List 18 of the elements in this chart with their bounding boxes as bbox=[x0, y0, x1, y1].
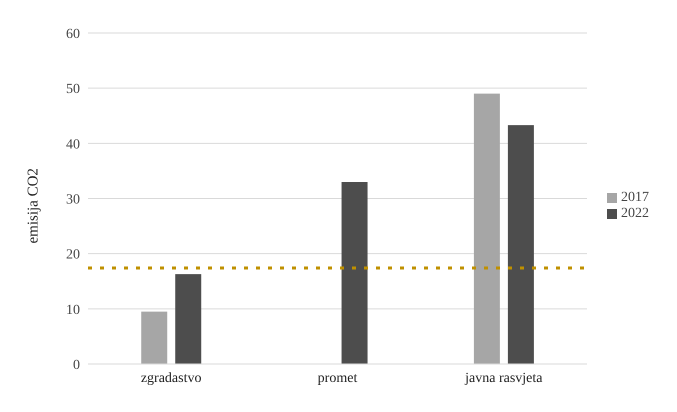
x-tick-label: javna rasvjeta bbox=[464, 370, 544, 386]
bar bbox=[508, 125, 534, 364]
bar bbox=[141, 312, 168, 364]
legend-label: 2017 bbox=[621, 190, 649, 205]
y-tick-label: 40 bbox=[66, 137, 80, 152]
y-tick-label: 60 bbox=[66, 26, 80, 42]
bar bbox=[474, 94, 500, 364]
x-tick-label: promet bbox=[318, 370, 358, 386]
y-axis-title: emisija CO2 bbox=[25, 168, 42, 244]
bar bbox=[342, 182, 368, 364]
y-tick-label: 20 bbox=[66, 248, 80, 263]
legend-label: 2022 bbox=[621, 206, 649, 221]
y-tick-label: 0 bbox=[73, 358, 80, 373]
x-tick-label: zgradastvo bbox=[140, 370, 202, 386]
y-tick-label: 50 bbox=[66, 82, 80, 98]
y-tick-label: 30 bbox=[66, 192, 80, 208]
bar bbox=[175, 274, 202, 364]
y-tick-label: 10 bbox=[66, 302, 80, 318]
